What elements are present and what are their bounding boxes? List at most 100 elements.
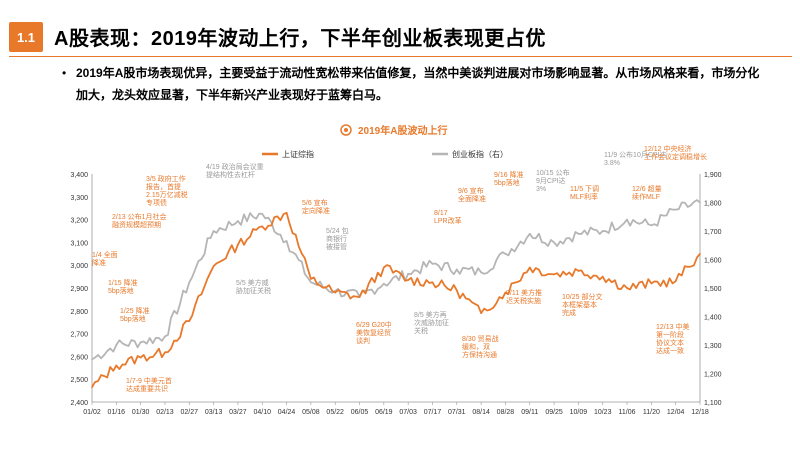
event-annotation: 1/4 全面 降准 xyxy=(92,252,118,267)
shanghai-line xyxy=(91,211,701,388)
page-title: A股表现：2019年波动上行，下半年创业板表现更占优 xyxy=(54,28,546,50)
shanghai-line-point xyxy=(310,278,312,280)
y-left-tick-label: 3,000 xyxy=(70,263,88,270)
chinext-line-point xyxy=(504,253,507,255)
event-annotation: 11/5 下调 MLF利率 xyxy=(570,186,600,201)
event-annotation: 5/24 包 商银行 被接管 xyxy=(326,228,349,251)
shanghai-line-point xyxy=(261,225,264,228)
y-left-tick-label: 2,400 xyxy=(70,400,88,407)
chinext-line-point xyxy=(577,233,580,235)
y-left-tick-label: 2,600 xyxy=(70,354,88,361)
chinext-line-point xyxy=(115,344,118,346)
event-annotation: 12/12 中央经济 工作会议定调稳增长 xyxy=(644,146,707,161)
event-annotation: 1/25 降准 5bp落地 xyxy=(120,308,150,323)
shanghai-line-point xyxy=(480,312,482,314)
x-tick-label: 07/31 xyxy=(448,409,466,416)
y-right-tick-label: 1,600 xyxy=(704,258,722,265)
event-annotation: 3/5 政府工作 报告，首提 2.15万亿减税 专项债 xyxy=(146,176,188,207)
x-tick-label: 01/16 xyxy=(108,409,126,416)
shanghai-line-point xyxy=(577,270,580,272)
shanghai-line-point xyxy=(188,320,191,322)
summary-text: 2019年A股市场表现优异，主要受益于流动性宽松带来估值修复，当然中美谈判进展对… xyxy=(76,66,760,102)
y-left-tick-label: 3,400 xyxy=(70,172,88,179)
y-left-tick-label: 2,700 xyxy=(70,332,88,339)
x-tick-label: 06/19 xyxy=(375,409,393,416)
shanghai-line-point xyxy=(650,282,653,285)
chinext-line-point xyxy=(699,201,701,204)
x-tick-label: 08/28 xyxy=(497,409,515,416)
chinext-line-point xyxy=(383,282,385,285)
title-marker-dot xyxy=(344,128,348,132)
y-right-tick-label: 1,100 xyxy=(704,400,722,407)
x-tick-label: 12/18 xyxy=(691,409,709,416)
x-tick-label: 11/20 xyxy=(643,409,660,416)
shanghai-line-point xyxy=(91,386,93,388)
x-tick-label: 01/02 xyxy=(83,409,101,416)
x-tick-label: 09/25 xyxy=(545,409,563,416)
shanghai-line-point xyxy=(407,279,409,281)
x-tick-label: 06/05 xyxy=(351,409,369,416)
shanghai-line-point xyxy=(674,280,677,282)
event-annotation: 1/7-9 中美元首 达成重要共识 xyxy=(126,378,172,393)
shanghai-line-point xyxy=(334,291,337,294)
x-tick-label: 08/14 xyxy=(472,409,490,416)
shanghai-line-point xyxy=(626,287,628,289)
chinext-line-point xyxy=(626,218,628,221)
x-tick-label: 07/03 xyxy=(399,409,417,416)
event-annotation: 9/6 宣布 全面降准 xyxy=(458,188,486,203)
shanghai-line-point xyxy=(431,281,434,284)
x-tick-label: 03/27 xyxy=(229,409,247,416)
shanghai-line-point xyxy=(504,291,507,294)
chinext-line-point xyxy=(601,230,604,232)
event-annotation: 12/6 超量 续作MLF xyxy=(632,186,662,201)
chinext-line-point xyxy=(480,271,482,274)
event-annotation: 11/9 公布10月CPI达 3.8% xyxy=(604,152,667,167)
x-tick-label: 12/04 xyxy=(667,409,685,416)
chinext-line-point xyxy=(310,281,312,284)
y-left-tick-label: 2,900 xyxy=(70,286,88,293)
shanghai-line-point xyxy=(528,266,531,269)
event-annotation: 8/5 美方再 次威胁加征 关税 xyxy=(414,312,449,335)
event-annotation: 5/5 美方威 胁加征关税 xyxy=(236,280,271,295)
event-annotation: 8/30 贸易战 缓和，双 方保持沟通 xyxy=(462,336,499,359)
x-tick-label: 10/09 xyxy=(570,409,588,416)
y-right-tick-label: 1,700 xyxy=(704,229,722,236)
y-right-tick-label: 1,900 xyxy=(704,172,722,179)
y-left-tick-label: 3,200 xyxy=(70,218,88,225)
y-left-tick-label: 3,300 xyxy=(70,195,88,202)
shanghai-line-point xyxy=(139,356,142,359)
shanghai-line-point xyxy=(383,266,385,269)
x-tick-label: 02/27 xyxy=(181,409,199,416)
x-tick-label: 05/08 xyxy=(302,409,320,416)
chinext-line-point xyxy=(237,220,239,222)
chinext-line-point xyxy=(261,213,264,215)
x-tick-label: 02/13 xyxy=(156,409,174,416)
chinext-line-point xyxy=(528,233,531,235)
shanghai-line-point xyxy=(115,364,118,367)
shanghai-line-point xyxy=(285,211,288,214)
y-left-tick-label: 2,800 xyxy=(70,309,88,316)
event-annotation: 2/13 公布1月社会 融资规模超预期 xyxy=(112,214,167,229)
legend-label-0: 上证综指 xyxy=(282,149,314,159)
event-annotation: 10/25 部分文 本框架基本 完成 xyxy=(562,294,603,317)
event-annotation: 10/15 公布 9月CPI达 3% xyxy=(536,170,570,193)
chinext-line-point xyxy=(164,335,166,338)
event-annotation: 6/29 G20中 美恢复经贸 谈判 xyxy=(356,322,392,345)
chinext-line-point xyxy=(553,241,555,244)
x-tick-label: 01/30 xyxy=(132,409,150,416)
chinext-line xyxy=(91,199,701,361)
shanghai-line-point xyxy=(699,253,701,255)
bullet-marker: • xyxy=(62,66,67,80)
y-right-tick-label: 1,500 xyxy=(704,286,722,293)
y-right-tick-label: 1,800 xyxy=(704,201,722,208)
chinext-line-point xyxy=(139,341,142,343)
title-marker-icon xyxy=(340,124,352,136)
y-right-tick-label: 1,200 xyxy=(704,372,722,379)
x-tick-label: 05/22 xyxy=(326,409,344,416)
title-divider xyxy=(9,56,792,57)
chinext-line-point xyxy=(212,230,215,232)
section-badge: 1.1 xyxy=(9,22,43,52)
chinext-line-point xyxy=(674,208,677,211)
x-tick-label: 10/23 xyxy=(594,409,612,416)
